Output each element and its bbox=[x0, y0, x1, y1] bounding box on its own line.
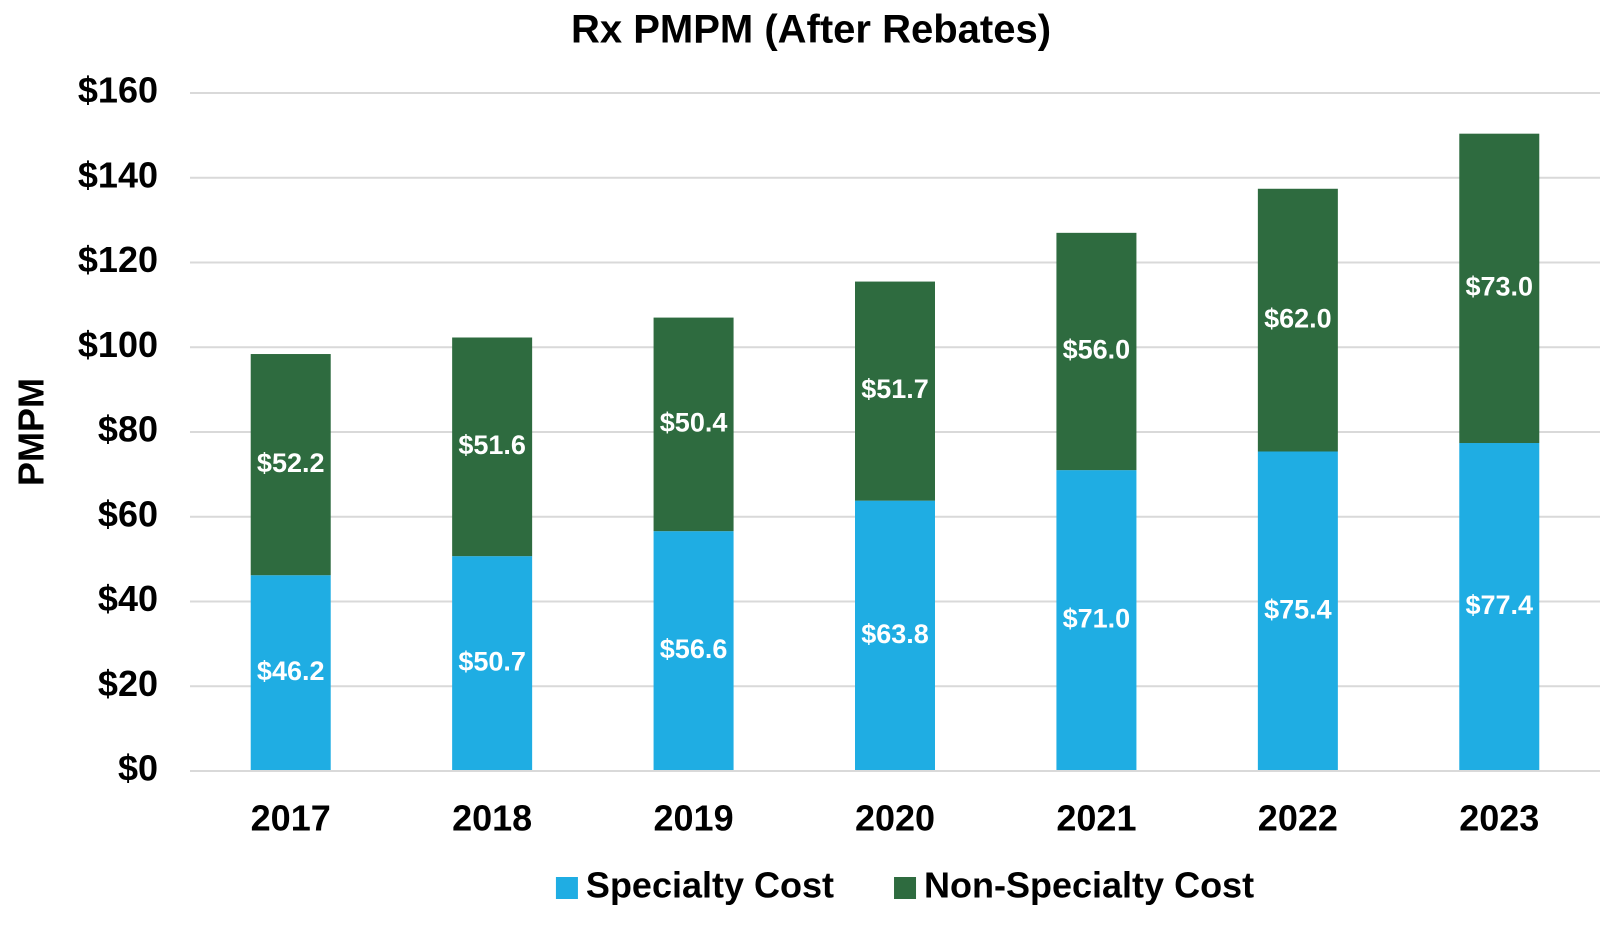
bar-segment bbox=[653, 531, 734, 771]
data-label: $56.6 bbox=[660, 634, 728, 664]
data-label: $63.8 bbox=[861, 619, 929, 649]
data-label: $62.0 bbox=[1264, 303, 1332, 333]
y-tick-label: $20 bbox=[98, 663, 158, 704]
bar-segment bbox=[855, 281, 935, 501]
data-label: $77.4 bbox=[1465, 590, 1533, 620]
x-tick-label: 2019 bbox=[654, 798, 734, 839]
bar-segment bbox=[855, 500, 935, 771]
y-tick-label: $100 bbox=[78, 324, 158, 365]
y-tick-label: $80 bbox=[98, 409, 158, 450]
bar-segment bbox=[452, 337, 533, 557]
x-tick-label: 2021 bbox=[1056, 798, 1136, 839]
x-tick-label: 2018 bbox=[452, 798, 532, 839]
data-label: $50.4 bbox=[660, 407, 728, 437]
chart-title: Rx PMPM (After Rebates) bbox=[571, 8, 1051, 52]
data-label: $46.2 bbox=[257, 656, 325, 686]
legend-label: Specialty Cost bbox=[586, 865, 834, 906]
bar-segment bbox=[1459, 443, 1540, 771]
y-tick-label: $0 bbox=[118, 748, 158, 789]
y-axis-label: PMPM bbox=[11, 378, 52, 486]
bar-segment bbox=[1257, 451, 1338, 771]
y-tick-label: $160 bbox=[78, 70, 158, 111]
bar-segment bbox=[452, 556, 533, 771]
legend-swatch bbox=[555, 877, 578, 899]
data-label: $52.2 bbox=[257, 448, 325, 478]
data-label: $50.7 bbox=[458, 647, 526, 677]
y-tick-label: $120 bbox=[78, 239, 158, 280]
legend-swatch bbox=[894, 877, 917, 899]
bar-segment bbox=[250, 575, 331, 771]
x-tick-label: 2022 bbox=[1258, 798, 1338, 839]
y-tick-label: $60 bbox=[98, 493, 158, 534]
x-tick-label: 2017 bbox=[251, 798, 331, 839]
x-tick-label: 2020 bbox=[855, 798, 935, 839]
data-label: $56.0 bbox=[1063, 335, 1131, 365]
data-label: $51.6 bbox=[458, 430, 526, 460]
bar-segment bbox=[250, 354, 331, 576]
data-label: $75.4 bbox=[1264, 594, 1332, 624]
legend: Specialty Cost Non-Specialty Cost bbox=[555, 865, 1254, 906]
bar-segment bbox=[1459, 133, 1540, 444]
data-label: $51.7 bbox=[861, 374, 929, 404]
bar-segment bbox=[1056, 470, 1137, 771]
legend-label: Non-Specialty Cost bbox=[924, 865, 1254, 906]
bar-segment bbox=[1056, 232, 1137, 471]
bar-segment bbox=[1257, 188, 1338, 452]
data-label: $73.0 bbox=[1465, 271, 1533, 301]
y-tick-label: $140 bbox=[78, 154, 158, 195]
data-label: $71.0 bbox=[1063, 604, 1131, 634]
x-tick-label: 2023 bbox=[1459, 798, 1539, 839]
y-tick-label: $40 bbox=[98, 578, 158, 619]
bar-segment bbox=[653, 317, 734, 532]
